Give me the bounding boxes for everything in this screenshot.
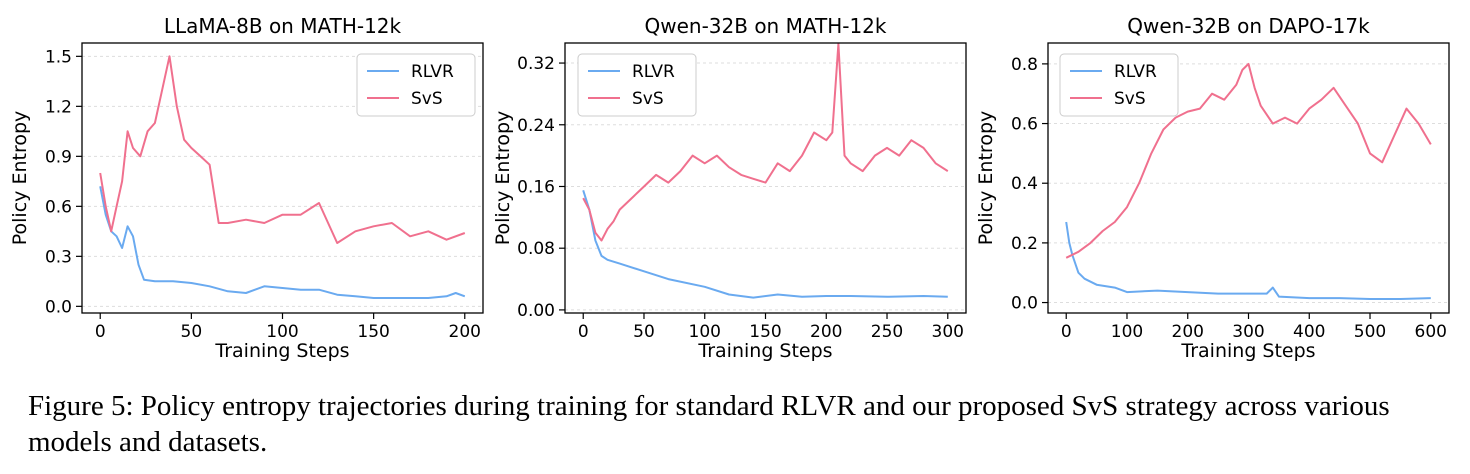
x-tick-label: 200 <box>810 322 842 342</box>
x-tick-label: 200 <box>449 322 481 342</box>
legend-label-rlvr: RLVR <box>632 62 675 82</box>
y-tick-label: 1.5 <box>45 47 72 67</box>
caption-label: Figure 5: <box>28 390 134 422</box>
y-tick-label: 0.6 <box>1011 115 1038 135</box>
series-line-svs <box>1065 62 1432 259</box>
y-tick-label: 0.3 <box>45 247 72 267</box>
legend-label-svs: SvS <box>1114 89 1146 109</box>
legend-box <box>577 53 697 117</box>
legend: RLVR SvS <box>356 53 476 117</box>
x-axis-label: Training Steps <box>1180 340 1315 362</box>
series-line-rlvr <box>1065 221 1431 300</box>
y-tick-label: 0.0 <box>45 297 72 317</box>
figure-caption: Figure 5: Policy entropy trajectories du… <box>28 388 1458 460</box>
y-tick-label: 1.2 <box>45 97 72 117</box>
x-tick-label: 100 <box>689 322 721 342</box>
y-tick-label: 0.16 <box>517 177 555 197</box>
chart-panel-3: 0.0 0.2 0.4 0.6 0.8 0 100 200 300 400 500 600 Qwen-3… <box>975 14 1450 362</box>
x-tick-label: 500 <box>1354 322 1386 342</box>
series-line-rlvr <box>99 186 466 299</box>
y-axis-label: Policy Entropy <box>492 111 514 246</box>
x-axis-label: Training Steps <box>697 340 832 362</box>
legend-box <box>1059 53 1179 117</box>
x-tick-label: 300 <box>1232 322 1264 342</box>
y-tick-label: 0.0 <box>1011 294 1038 314</box>
y-tick-label: 0.9 <box>45 147 72 167</box>
legend-label-rlvr: RLVR <box>411 62 454 82</box>
x-axis-label: Training Steps <box>214 340 349 362</box>
chart-panel-2: 0.00 0.08 0.16 0.24 0.32 0 50 100 150 200 250 300 Qw… <box>492 14 967 362</box>
y-tick-label: 0.6 <box>45 197 72 217</box>
chart-title: Qwen-32B on MATH-12k <box>645 14 887 38</box>
legend: RLVR SvS <box>577 53 697 117</box>
legend: RLVR SvS <box>1059 53 1179 117</box>
y-tick-label: 0.00 <box>517 301 555 321</box>
x-tick-label: 150 <box>357 322 389 342</box>
x-tick-label: 100 <box>266 322 298 342</box>
x-tick-label: 0 <box>1061 322 1072 342</box>
caption-text: Policy entropy trajectories during train… <box>28 390 1390 458</box>
series-line-rlvr <box>582 189 948 299</box>
chart-title: Qwen-32B on DAPO-17k <box>1127 14 1370 38</box>
y-tick-label: 0.2 <box>1011 234 1038 254</box>
x-tick-label: 50 <box>181 322 203 342</box>
x-tick-label: 100 <box>1111 322 1143 342</box>
y-tick-label: 0.4 <box>1011 174 1038 194</box>
y-tick-label: 0.32 <box>517 54 555 74</box>
legend-label-svs: SvS <box>411 89 443 109</box>
x-tick-label: 200 <box>1172 322 1204 342</box>
x-tick-label: 250 <box>871 322 903 342</box>
y-tick-label: 0.24 <box>517 116 555 136</box>
plot-frame <box>81 42 484 314</box>
x-tick-label: 600 <box>1415 322 1447 342</box>
plot-frame <box>1047 42 1450 314</box>
legend-box <box>356 53 476 117</box>
legend-label-svs: SvS <box>632 89 664 109</box>
series-line-svs <box>582 43 949 242</box>
y-axis-label: Policy Entropy <box>975 111 997 246</box>
chart-title: LLaMA-8B on MATH-12k <box>164 14 402 38</box>
x-tick-label: 0 <box>578 322 589 342</box>
y-tick-label: 0.08 <box>517 239 555 259</box>
x-tick-label: 150 <box>749 322 781 342</box>
y-axis-label: Policy Entropy <box>9 111 31 246</box>
chart-panel-1: 0.0 0.3 0.6 0.9 1.2 1.5 0 50 100 150 200 LLaMA-8B o… <box>9 14 484 362</box>
x-tick-label: 400 <box>1293 322 1325 342</box>
plot-frame <box>564 42 967 314</box>
series-line-svs <box>99 55 466 244</box>
x-tick-label: 300 <box>932 322 964 342</box>
x-tick-label: 50 <box>633 322 655 342</box>
legend-label-rlvr: RLVR <box>1114 62 1157 82</box>
x-tick-label: 0 <box>95 322 106 342</box>
y-tick-label: 0.8 <box>1011 55 1038 75</box>
